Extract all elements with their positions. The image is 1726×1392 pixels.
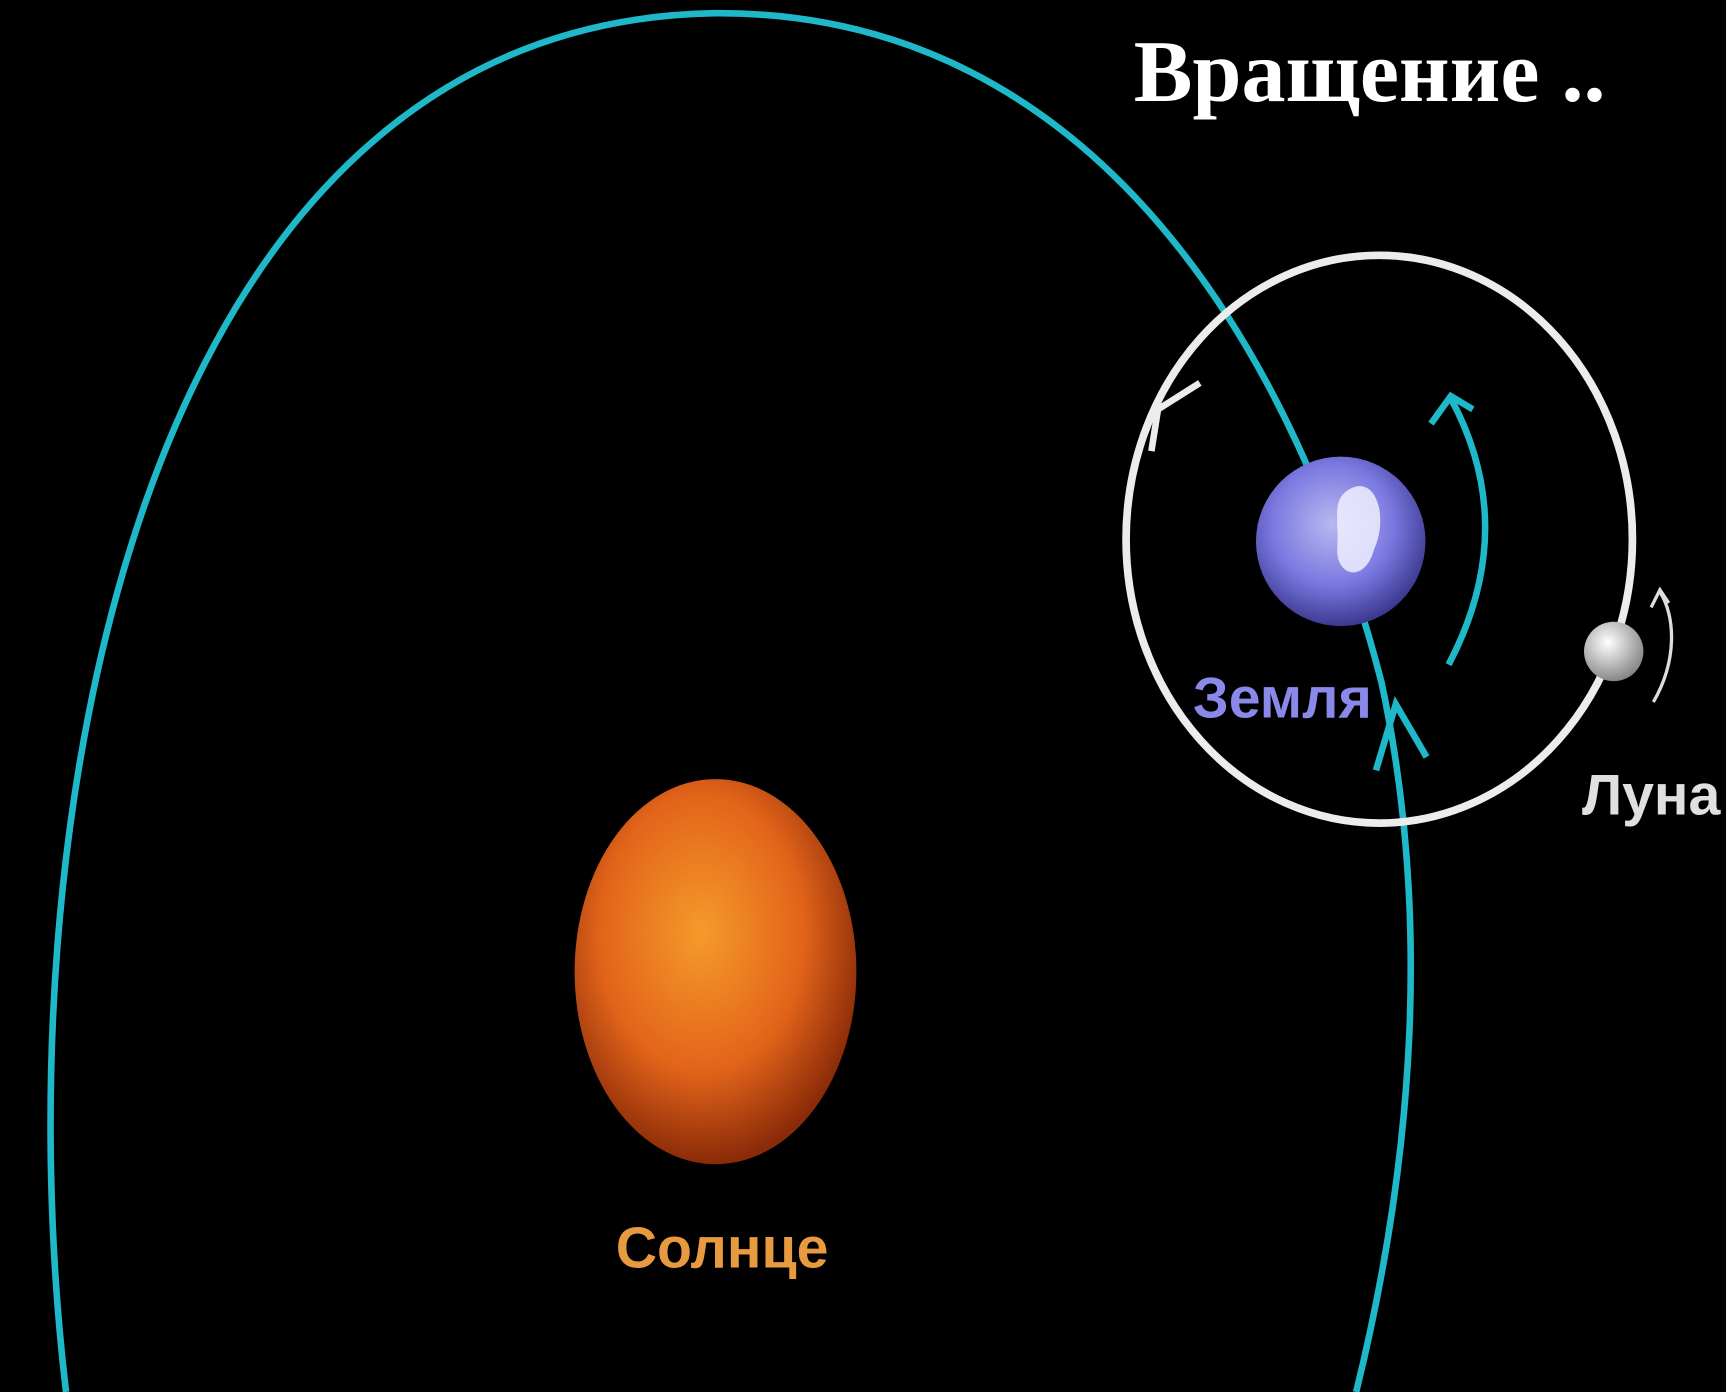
- sun: [575, 779, 857, 1164]
- earth-label: Земля: [1193, 666, 1372, 730]
- diagram: Вращение .. Солнце Земля Луна: [0, 0, 1726, 1392]
- page: Вращение .. Солнце Земля Луна (() => { c…: [0, 0, 1726, 1392]
- moon-label: Луна: [1582, 763, 1722, 827]
- title: Вращение ..: [1134, 24, 1606, 121]
- background: [0, 0, 1726, 1392]
- sun-label: Солнце: [616, 1217, 829, 1281]
- moon: [1584, 622, 1643, 681]
